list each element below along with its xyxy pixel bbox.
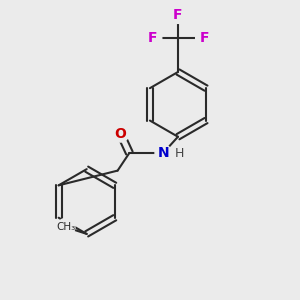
Text: F: F xyxy=(200,31,209,45)
Text: H: H xyxy=(174,147,184,160)
Circle shape xyxy=(112,126,129,142)
Circle shape xyxy=(155,145,172,161)
Circle shape xyxy=(144,29,162,47)
Text: CH₃: CH₃ xyxy=(56,222,76,232)
Text: N: N xyxy=(158,146,169,160)
Circle shape xyxy=(57,218,75,236)
Text: F: F xyxy=(173,8,183,22)
Circle shape xyxy=(169,6,187,23)
Circle shape xyxy=(196,29,213,47)
Text: O: O xyxy=(115,127,127,141)
Text: F: F xyxy=(148,31,158,45)
